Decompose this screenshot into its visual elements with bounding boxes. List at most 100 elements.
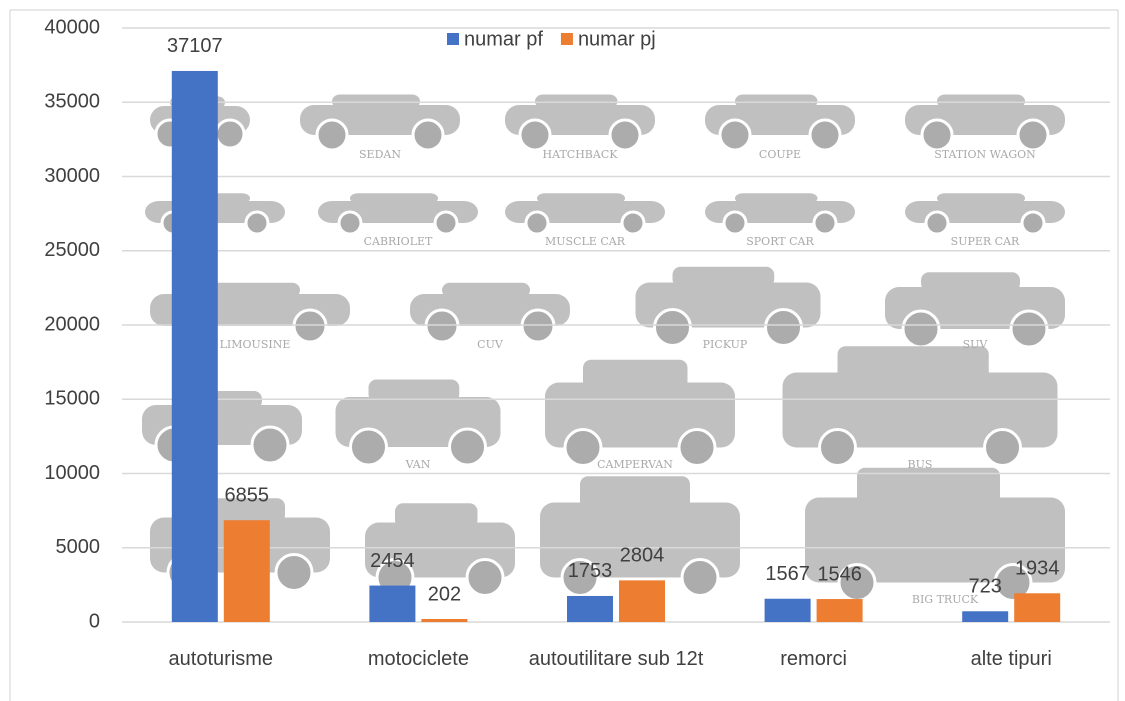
vehicle-cabin — [368, 379, 460, 402]
vehicle-wheel — [349, 427, 388, 467]
vehicle-cabin — [937, 94, 1025, 108]
bar — [223, 520, 270, 622]
vehicle-cabin — [580, 476, 690, 510]
vehicle-wheel — [620, 210, 646, 236]
y-tick-label: 10000 — [44, 462, 100, 484]
vehicle-label: SEDAN — [359, 148, 401, 161]
vehicle-label: CABRIOLET — [364, 235, 433, 248]
bar — [369, 585, 416, 622]
y-tick-label: 0 — [89, 610, 100, 632]
bar — [171, 70, 218, 622]
vehicle-wheel — [764, 308, 803, 347]
y-tick-label: 40000 — [44, 16, 100, 38]
vehicle-label: BUS — [908, 458, 933, 471]
vehicle-label: SUV — [963, 338, 989, 351]
vehicle-body — [540, 502, 740, 578]
vehicle-wheel — [244, 210, 270, 236]
vehicle-wheel — [337, 210, 363, 236]
bar — [1014, 593, 1061, 622]
x-tick-label: autoturisme — [168, 648, 274, 670]
y-tick-label: 5000 — [56, 536, 101, 558]
vehicle-label: BIG TRUCK — [912, 593, 979, 606]
legend-swatch — [560, 33, 573, 45]
vehicle-wheel — [808, 118, 842, 152]
vehicle-cabin — [735, 94, 818, 108]
vehicle-label: COUPE — [759, 148, 801, 161]
vehicle-wheel — [315, 118, 349, 152]
vehicle-label: MUSCLE CAR — [545, 235, 626, 248]
vehicle-wheel — [563, 428, 603, 467]
vehicle-wheel — [983, 428, 1022, 467]
vehicle-wheel — [677, 428, 717, 467]
vehicle-label: LIMOUSINE — [220, 338, 291, 351]
plot-area: 0 5000 10000 15000 20000 25000 30000 35000 40000… — [44, 16, 1110, 632]
legend-label: numar pf — [464, 28, 543, 50]
vehicle-cabin — [350, 193, 438, 204]
vehicle-wheel — [560, 558, 600, 597]
y-tick-label: 35000 — [44, 91, 100, 113]
vehicle-cabin — [583, 359, 688, 389]
data-label: 2454 — [370, 550, 415, 572]
legend-swatch — [447, 33, 459, 45]
data-label: 723 — [969, 576, 1002, 598]
vehicle-wheel — [1009, 309, 1049, 349]
x-tick-label: motociclete — [367, 648, 469, 670]
vehicle-wheel — [448, 427, 487, 467]
vehicle-wheel — [993, 563, 1033, 602]
bar — [567, 595, 613, 622]
vehicle-body — [782, 372, 1058, 448]
y-tick-label: 15000 — [44, 388, 100, 410]
vehicle-cabin — [857, 467, 1000, 506]
x-tick-label: alte tipuri — [970, 648, 1052, 670]
data-label: 6855 — [225, 484, 270, 506]
vehicle-label: SUPER CAR — [951, 235, 1020, 248]
vehicle-cabin — [442, 282, 530, 298]
y-tick-label: 20000 — [44, 313, 100, 335]
vehicle-wheel — [608, 118, 642, 152]
vehicle-wheel — [424, 308, 460, 344]
vehicle-wheel — [722, 210, 748, 236]
vehicle-wheel — [924, 210, 950, 236]
vehicle-wheel — [520, 308, 556, 344]
vehicle-cabin — [921, 272, 1020, 292]
data-label: 1753 — [568, 560, 613, 582]
data-label: 1934 — [1015, 558, 1060, 580]
data-label: 202 — [428, 583, 461, 605]
y-tick-label: 25000 — [44, 239, 100, 261]
vehicle-body — [805, 497, 1065, 583]
bar — [619, 580, 665, 622]
vehicle-cabin — [535, 94, 618, 108]
bar — [962, 611, 1009, 622]
legend-label: numar pj — [578, 28, 656, 50]
vehicle-wheel — [292, 308, 328, 344]
vehicle-cabin — [937, 193, 1025, 204]
vehicle-wheel — [518, 118, 552, 152]
bar — [764, 598, 811, 622]
vehicle-label: CAMPERVAN — [597, 458, 673, 471]
vehicle-cabin — [537, 193, 625, 204]
vehicle-cabin — [395, 503, 478, 528]
vehicle-wheel — [411, 118, 445, 152]
vehicle-wheel — [718, 118, 752, 152]
vehicle-cabin — [735, 193, 818, 204]
vehicle-label: HATCHBACK — [543, 148, 619, 161]
vehicle-label: STATION WAGON — [934, 148, 1036, 161]
vehicle-wheel — [653, 308, 692, 347]
vehicle-cabin — [672, 266, 775, 287]
vehicle-label: SPORT CAR — [746, 235, 814, 248]
vehicle-label: VAN — [405, 458, 431, 471]
vehicle-cabin — [332, 94, 420, 108]
vehicle-wheel — [524, 210, 550, 236]
bar — [421, 619, 468, 622]
x-tick-label: autoutilitare sub 12t — [528, 648, 704, 670]
vehicle-wheel — [818, 428, 857, 467]
y-tick-label: 30000 — [44, 165, 100, 187]
x-tick-label: remorci — [780, 648, 847, 670]
vehicle-wheel — [680, 558, 720, 597]
vehicle-wheel — [274, 553, 314, 592]
vehicle-label: PICKUP — [703, 338, 748, 351]
data-label: 37107 — [167, 35, 223, 57]
vehicle-label: CUV — [477, 338, 504, 351]
